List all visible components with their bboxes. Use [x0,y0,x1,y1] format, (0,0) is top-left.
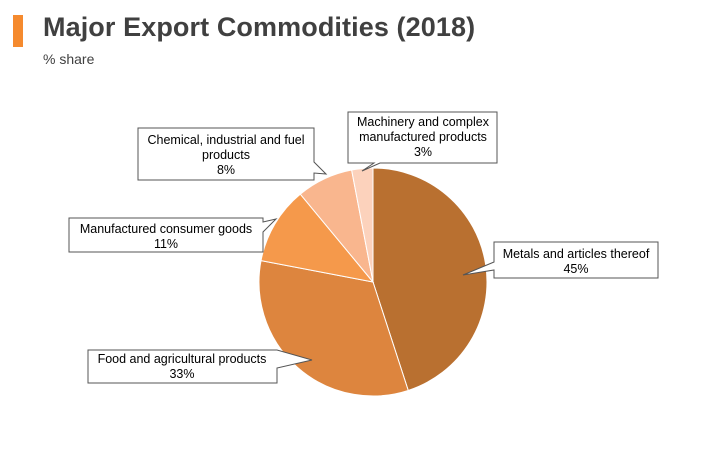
pie-slice-consumer [260,193,375,283]
slice-value-consumer: 11% [154,237,178,251]
slice-label-machinery-line2: manufactured products [359,130,487,144]
slice-label-chemical-line2: products [202,148,250,162]
pie-callouts: Metals and articles thereof 45% Food and… [68,111,659,384]
callout-box-chemical [137,127,328,181]
callout-box-metals [462,241,659,279]
callout-chemical: Chemical, industrial and fuel products 8… [137,127,328,181]
slice-label-machinery-line1: Machinery and complex [357,115,490,129]
slice-value-food: 33% [169,367,194,381]
slice-label-food: Food and agricultural products [98,352,267,366]
pie-slices [258,167,488,397]
chart-subtitle: % share [43,51,95,67]
pie-slice-metals [372,167,488,392]
slice-value-chemical: 8% [217,163,235,177]
slice-value-metals: 45% [563,262,588,276]
callout-machinery: Machinery and complex manufactured produ… [347,111,498,172]
callout-consumer: Manufactured consumer goods 11% [68,217,278,253]
callout-food: Food and agricultural products 33% [87,349,313,384]
callout-box-machinery [347,111,498,172]
callout-metals: Metals and articles thereof 45% [462,241,659,279]
slice-value-machinery: 3% [414,145,432,159]
callout-box-consumer [68,217,278,253]
callout-box-food [87,349,313,384]
pie-slice-machinery [351,167,374,283]
slice-label-chemical-line1: Chemical, industrial and fuel [147,133,304,147]
title-accent-bar [13,15,23,47]
slice-label-consumer: Manufactured consumer goods [80,222,252,236]
chart-title: Major Export Commodities (2018) [43,12,476,42]
slice-label-metals: Metals and articles thereof [503,247,650,261]
